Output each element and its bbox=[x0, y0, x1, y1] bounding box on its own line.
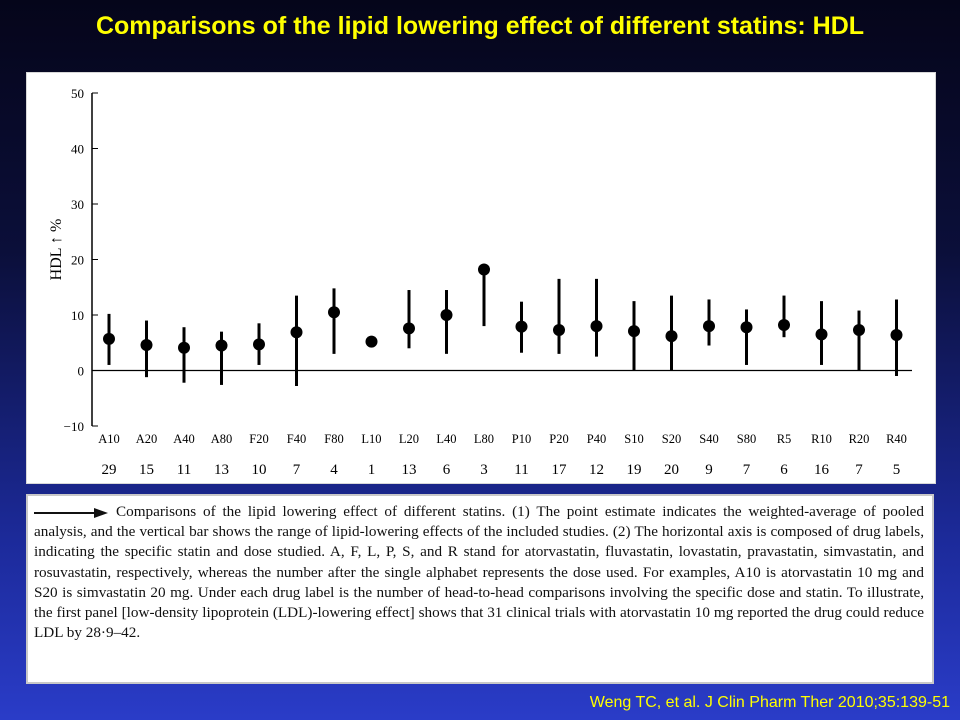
x-tick-label-A20: A20 bbox=[136, 432, 158, 446]
point-estimate-P10 bbox=[515, 320, 528, 333]
x-tick-label-A80: A80 bbox=[211, 432, 233, 446]
point-estimate-S40 bbox=[703, 320, 715, 333]
comparison-count-A80: 13 bbox=[214, 462, 229, 478]
x-tick-label-P40: P40 bbox=[587, 432, 606, 446]
comparison-count-F20: 10 bbox=[252, 462, 267, 478]
comparison-count-A20: 15 bbox=[139, 462, 154, 478]
point-estimate-F40 bbox=[290, 326, 303, 339]
comparison-count-S20: 20 bbox=[664, 462, 679, 478]
comparison-count-F40: 7 bbox=[293, 462, 301, 478]
comparison-count-S10: 19 bbox=[627, 462, 642, 478]
point-estimate-F80 bbox=[328, 306, 340, 319]
x-tick-label-R40: R40 bbox=[886, 432, 907, 446]
y-tick-label--10: −10 bbox=[64, 419, 84, 434]
x-tick-label-P10: P10 bbox=[512, 432, 531, 446]
comparison-count-S80: 7 bbox=[743, 462, 751, 478]
caption-box: Comparisons of the lipid lowering effect… bbox=[26, 494, 934, 684]
y-tick-label-40: 40 bbox=[71, 142, 84, 157]
point-estimate-R5 bbox=[778, 318, 790, 331]
y-axis-label: HDL ↑ % bbox=[48, 219, 65, 281]
point-estimate-L10 bbox=[365, 335, 378, 348]
point-estimate-P20 bbox=[553, 323, 565, 336]
comparison-count-P10: 11 bbox=[514, 462, 528, 478]
y-tick-label-30: 30 bbox=[71, 197, 84, 212]
x-tick-label-F20: F20 bbox=[249, 432, 268, 446]
x-tick-label-L10: L10 bbox=[361, 432, 381, 446]
point-estimate-A10 bbox=[103, 332, 115, 345]
comparison-count-S40: 9 bbox=[705, 462, 713, 478]
point-estimate-R10 bbox=[815, 328, 828, 341]
point-estimate-A20 bbox=[140, 338, 153, 351]
comparison-count-R20: 7 bbox=[855, 462, 863, 478]
x-tick-label-R10: R10 bbox=[811, 432, 832, 446]
comparison-count-R10: 16 bbox=[814, 462, 830, 478]
chart-panel: −10 0 10 20 30 40 50 HDL ↑ % A10 A20 A40 A80 F20 F40 F… bbox=[26, 72, 936, 484]
chart-svg: −10 0 10 20 30 40 50 HDL ↑ % A10 A20 A40 A80 F20 F40 F… bbox=[48, 86, 912, 478]
comparison-count-R40: 5 bbox=[893, 462, 901, 478]
caption-paragraph: Comparisons of the lipid lowering effect… bbox=[34, 502, 924, 643]
x-tick-label-L80: L80 bbox=[474, 432, 494, 446]
x-tick-label-S40: S40 bbox=[699, 432, 718, 446]
comparison-count-L40: 6 bbox=[443, 462, 451, 478]
point-estimate-A40 bbox=[178, 341, 190, 354]
x-tick-label-A40: A40 bbox=[173, 432, 195, 446]
point-estimate-A80 bbox=[215, 339, 228, 352]
point-estimate-R20 bbox=[853, 323, 865, 336]
arrow-right-icon bbox=[34, 507, 108, 518]
y-tick-label-50: 50 bbox=[71, 86, 84, 101]
point-estimate-F20 bbox=[253, 338, 265, 351]
x-tick-label-S80: S80 bbox=[737, 432, 756, 446]
x-tick-label-R20: R20 bbox=[849, 432, 870, 446]
y-tick-label-10: 10 bbox=[71, 308, 84, 323]
x-tick-label-L40: L40 bbox=[436, 432, 456, 446]
caption-text: Comparisons of the lipid lowering effect… bbox=[34, 503, 924, 642]
comparison-count-A10: 29 bbox=[102, 462, 117, 478]
x-tick-label-F40: F40 bbox=[287, 432, 306, 446]
comparison-count-L80: 3 bbox=[480, 462, 488, 478]
point-estimate-P40 bbox=[590, 320, 603, 333]
y-tick-label-20: 20 bbox=[71, 253, 84, 268]
slide-title: Comparisons of the lipid lowering effect… bbox=[95, 12, 865, 40]
point-estimate-R40 bbox=[890, 328, 903, 341]
comparison-count-F80: 4 bbox=[330, 462, 338, 478]
comparison-count-L20: 13 bbox=[402, 462, 417, 478]
citation: Weng TC, et al. J Clin Pharm Ther 2010;3… bbox=[589, 694, 950, 711]
comparison-count-R5: 6 bbox=[780, 462, 788, 478]
point-estimate-S80 bbox=[740, 321, 753, 334]
x-tick-label-F80: F80 bbox=[324, 432, 343, 446]
point-estimate-S20 bbox=[665, 330, 678, 343]
comparison-count-A40: 11 bbox=[177, 462, 191, 478]
x-tick-label-L20: L20 bbox=[399, 432, 419, 446]
x-tick-label-S20: S20 bbox=[662, 432, 681, 446]
point-estimate-L20 bbox=[403, 322, 415, 335]
point-estimate-L80 bbox=[478, 263, 490, 276]
comparison-count-P20: 17 bbox=[552, 462, 568, 478]
point-estimate-L40 bbox=[440, 309, 453, 321]
x-tick-label-S10: S10 bbox=[624, 432, 643, 446]
y-tick-label-0: 0 bbox=[78, 364, 85, 379]
x-tick-label-R5: R5 bbox=[777, 432, 792, 446]
point-estimate-S10 bbox=[628, 325, 640, 338]
comparison-count-P40: 12 bbox=[589, 462, 604, 478]
x-tick-label-P20: P20 bbox=[549, 432, 568, 446]
x-tick-label-A10: A10 bbox=[98, 432, 120, 446]
comparison-count-L10: 1 bbox=[368, 462, 376, 478]
